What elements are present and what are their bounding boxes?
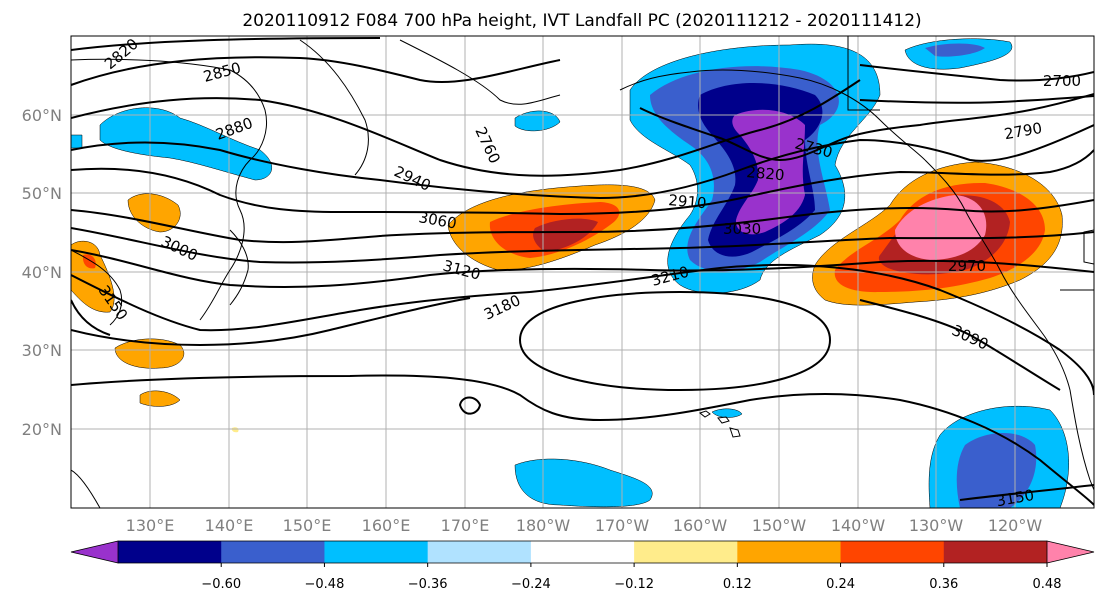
- colorbar-segment: [71, 541, 118, 563]
- negative-anomaly-region: [711, 408, 743, 418]
- positive-anomaly-region: [231, 427, 239, 433]
- lat-label: 20°N: [22, 420, 62, 439]
- colorbar-segment: [943, 541, 1048, 563]
- positive-anomaly-region: [127, 193, 181, 233]
- colorbar-tick-label: −0.60: [201, 577, 241, 592]
- colorbar-tick-label: 0.24: [826, 577, 855, 592]
- lon-label: 140°E: [205, 516, 254, 535]
- ivt-fill-layer: [71, 38, 1069, 508]
- colorbar-tick-label: −0.12: [614, 577, 654, 592]
- colorbar-segment: [634, 541, 738, 563]
- colorbar-segments: [71, 541, 1094, 563]
- colorbar-tick-label: −0.24: [511, 577, 551, 592]
- lat-label: 50°N: [22, 184, 62, 203]
- longitude-labels: 130°E 140°E 150°E 160°E 170°E 180°W 170°…: [126, 516, 1043, 535]
- negative-anomaly-region: [71, 134, 83, 149]
- colorbar-segment: [1047, 541, 1094, 563]
- colorbar-tick-label: 0.12: [723, 577, 752, 592]
- colorbar-segment: [737, 541, 842, 563]
- lon-label: 160°W: [673, 516, 728, 535]
- negative-anomaly-region: [514, 458, 653, 508]
- negative-anomaly-region: [925, 43, 985, 57]
- lon-label: 120°W: [988, 516, 1043, 535]
- contour-label: 2820: [746, 163, 786, 184]
- map-title: 2020110912 F084 700 hPa height, IVT Land…: [242, 11, 921, 31]
- colorbar-segment: [324, 541, 429, 563]
- negative-anomaly-region: [956, 432, 1037, 508]
- contour-label: 2700: [1043, 72, 1081, 90]
- colorbar-tick-label: 0.48: [1033, 577, 1062, 592]
- hawaii-islands: [698, 410, 741, 438]
- colorbar-segment: [221, 541, 325, 563]
- lat-label: 40°N: [22, 263, 62, 282]
- map-panel: 2820 2850 2880 2940 3060 3000 3150 3120 …: [70, 35, 1095, 510]
- colorbar-tick-label: 0.36: [929, 577, 958, 592]
- colorbar-ticks: −0.60 −0.48 −0.36 −0.24 −0.12 0.12 0.24 0.36 0.4…: [201, 563, 1062, 592]
- lon-label: 170°E: [441, 516, 490, 535]
- lon-label: 170°W: [595, 516, 650, 535]
- colorbar-tick-label: −0.48: [305, 577, 345, 592]
- positive-anomaly-region: [533, 218, 598, 252]
- graticule: [71, 36, 1094, 508]
- lon-label: 160°E: [362, 516, 411, 535]
- negative-anomaly-region: [732, 109, 805, 235]
- lon-label: 150°W: [752, 516, 807, 535]
- map-frame: [70, 35, 1095, 509]
- lat-label: 30°N: [22, 341, 62, 360]
- positive-anomaly-region: [114, 338, 185, 369]
- height-contours: [71, 37, 1094, 506]
- lat-label: 60°N: [22, 106, 62, 125]
- latitude-labels: 60°N 50°N 40°N 30°N 20°N: [22, 106, 62, 439]
- contour-label: 3030: [723, 220, 761, 238]
- lon-label: 150°E: [283, 516, 332, 535]
- lon-label: 130°W: [909, 516, 964, 535]
- colorbar-outline: [70, 540, 1095, 564]
- contour-label: 2970: [948, 257, 986, 275]
- negative-anomaly-region: [514, 110, 561, 132]
- contour-label: 2910: [668, 191, 708, 212]
- colorbar-segment: [530, 541, 635, 563]
- lon-label: 180°W: [516, 516, 571, 535]
- positive-anomaly-region: [71, 240, 115, 313]
- colorbar: −0.60 −0.48 −0.36 −0.24 −0.12 0.12 0.24 0.36 0.4…: [70, 540, 1095, 592]
- colorbar-tick-label: −0.36: [408, 577, 448, 592]
- lon-label: 130°E: [126, 516, 175, 535]
- colorbar-segment: [427, 541, 532, 563]
- colorbar-segment: [118, 541, 222, 563]
- lon-label: 140°W: [831, 516, 886, 535]
- colorbar-segment: [840, 541, 945, 563]
